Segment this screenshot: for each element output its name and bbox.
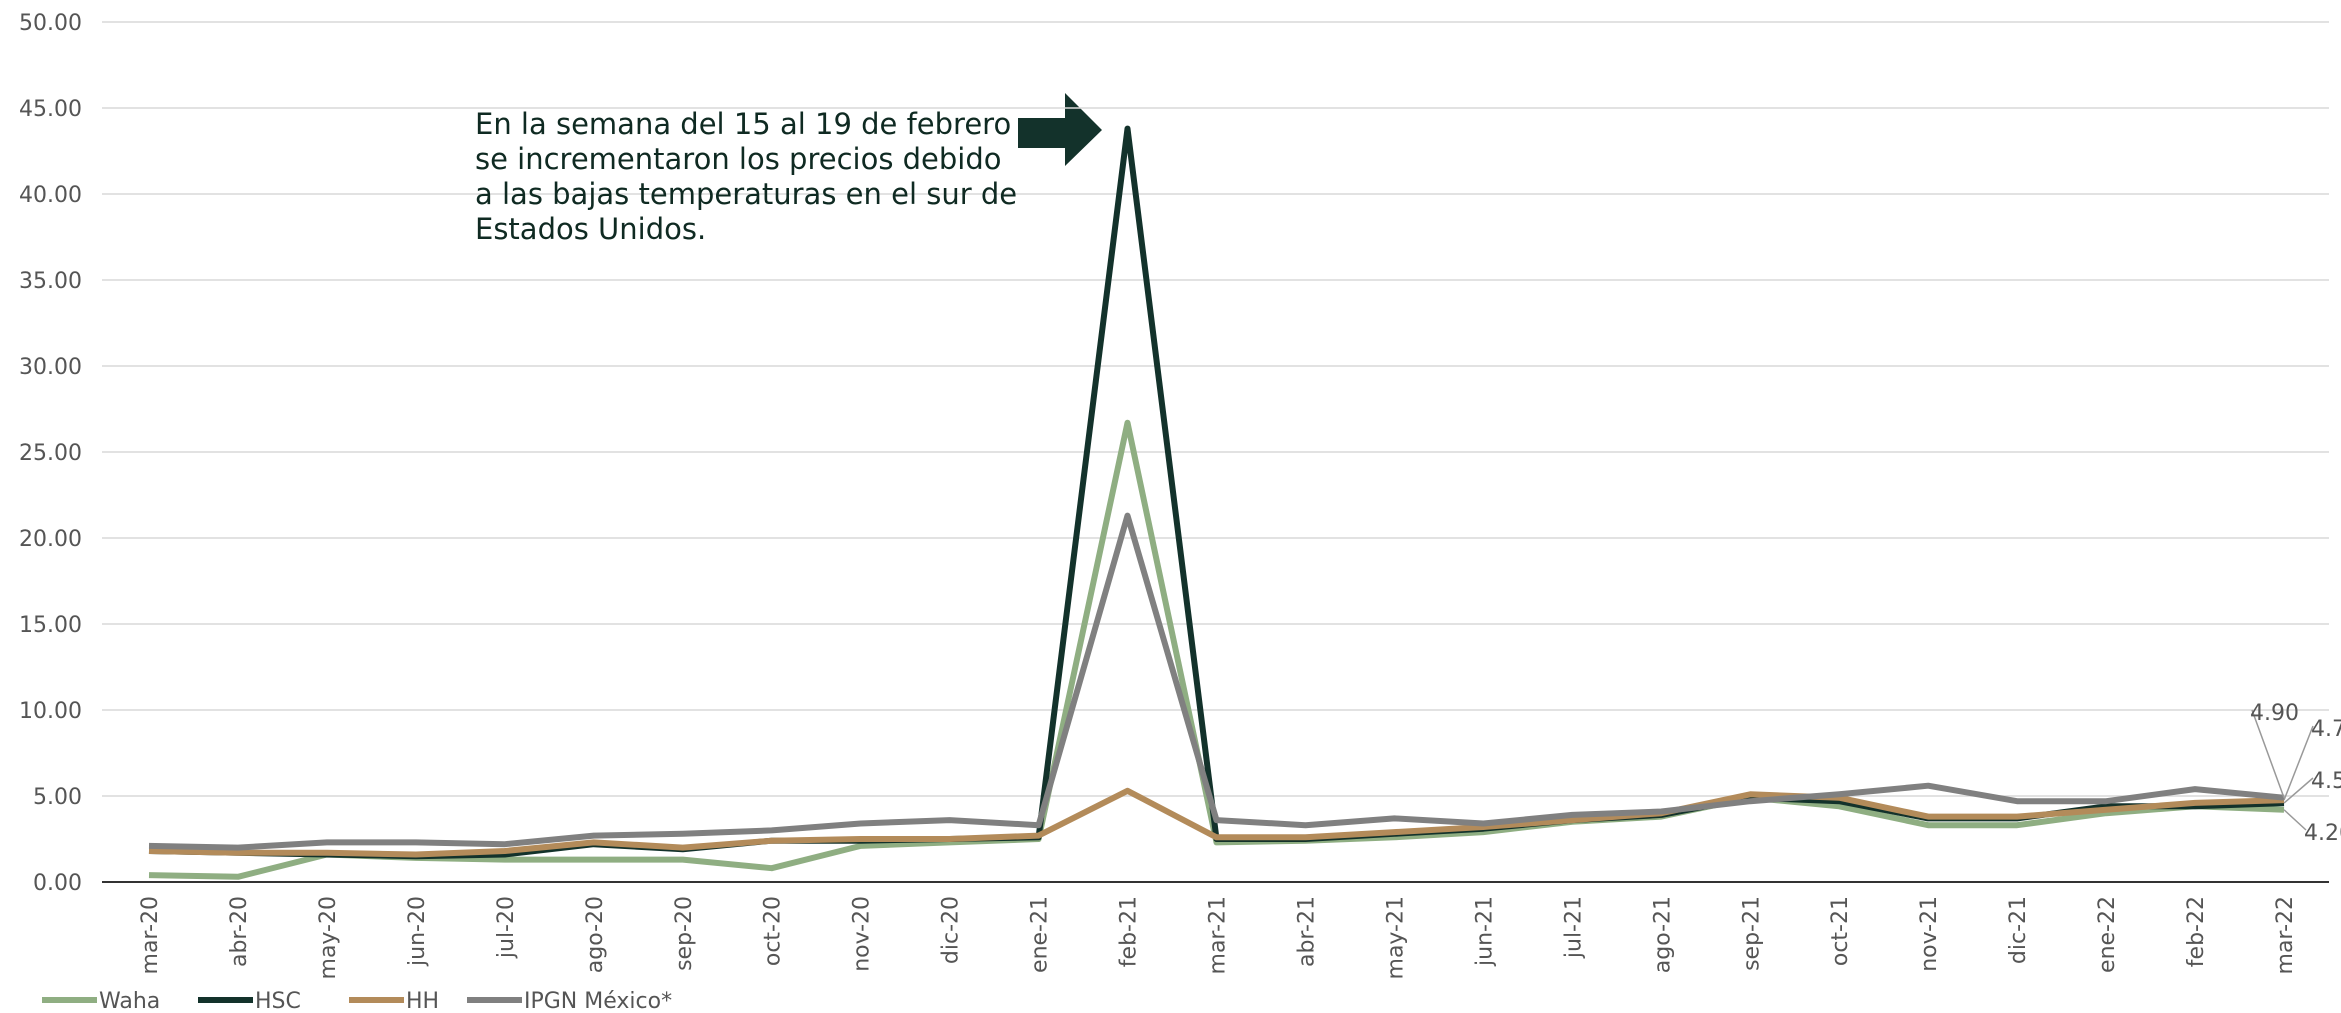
x-tick-label: nov-20	[850, 896, 875, 972]
x-tick-label: feb-22	[2184, 896, 2209, 967]
annotation-arrow	[1018, 93, 1102, 166]
y-tick-label: 5.00	[33, 785, 82, 810]
x-tick-label: ago-20	[583, 896, 608, 973]
value-label: 4.90	[2250, 701, 2299, 726]
x-tick-label: dic-21	[2006, 896, 2031, 964]
x-tick-label: abr-20	[227, 896, 252, 967]
x-tick-label: jul-21	[1561, 896, 1586, 959]
series-line	[148, 512, 2285, 851]
annotation-text: se incrementaron los precios debido	[475, 142, 1002, 176]
y-tick-label: 10.00	[19, 699, 82, 724]
y-tick-label: 30.00	[19, 355, 82, 380]
x-tick-label: jun-21	[1472, 896, 1497, 967]
x-tick-label: mar-21	[1206, 896, 1231, 974]
x-tick-label: jul-20	[494, 896, 519, 959]
y-tick-label: 0.00	[33, 871, 82, 896]
x-tick-label: ene-22	[2095, 896, 2120, 973]
annotation-text: En la semana del 15 al 19 de febrero	[475, 107, 1011, 141]
y-tick-label: 25.00	[19, 441, 82, 466]
x-tick-label: sep-20	[672, 896, 697, 971]
legend-label: HSC	[255, 989, 301, 1013]
x-tick-label: jun-20	[405, 896, 430, 967]
y-tick-label: 35.00	[19, 269, 82, 294]
annotation-text: Estados Unidos.	[475, 212, 706, 246]
series-line	[148, 125, 2285, 860]
annotation-text: a las bajas temperaturas en el sur de	[475, 177, 1017, 211]
series-line	[148, 787, 2285, 858]
value-label: 4.20	[2304, 821, 2341, 846]
x-tick-label: oct-20	[761, 896, 786, 966]
x-tick-label: dic-20	[939, 896, 964, 964]
label-leader	[2251, 709, 2285, 798]
x-tick-label: mar-22	[2273, 896, 2298, 974]
y-tick-label: 45.00	[19, 97, 82, 122]
value-label: 4.59	[2311, 769, 2341, 794]
label-leader	[2283, 777, 2314, 804]
x-tick-label: may-20	[316, 896, 341, 979]
legend-label: IPGN México*	[524, 989, 672, 1013]
x-tick-label: sep-21	[1739, 896, 1764, 971]
x-tick-label: ago-21	[1650, 896, 1675, 973]
x-tick-label: abr-21	[1294, 896, 1319, 967]
label-leader	[2283, 725, 2314, 801]
y-tick-label: 15.00	[19, 613, 82, 638]
x-tick-label: ene-21	[1028, 896, 1053, 973]
x-tick-label: mar-20	[138, 896, 163, 974]
value-label: 4.76	[2311, 717, 2341, 742]
y-tick-label: 20.00	[19, 527, 82, 552]
series-line	[148, 419, 2285, 880]
x-tick-label: feb-21	[1117, 896, 1142, 967]
y-tick-label: 40.00	[19, 183, 82, 208]
label-leader	[2283, 809, 2307, 831]
x-tick-label: oct-21	[1828, 896, 1853, 966]
y-tick-label: 50.00	[19, 11, 82, 36]
legend-label: HH	[406, 989, 439, 1013]
x-tick-label: may-21	[1383, 896, 1408, 979]
x-tick-label: nov-21	[1917, 896, 1942, 972]
legend-label: Waha	[99, 989, 160, 1013]
